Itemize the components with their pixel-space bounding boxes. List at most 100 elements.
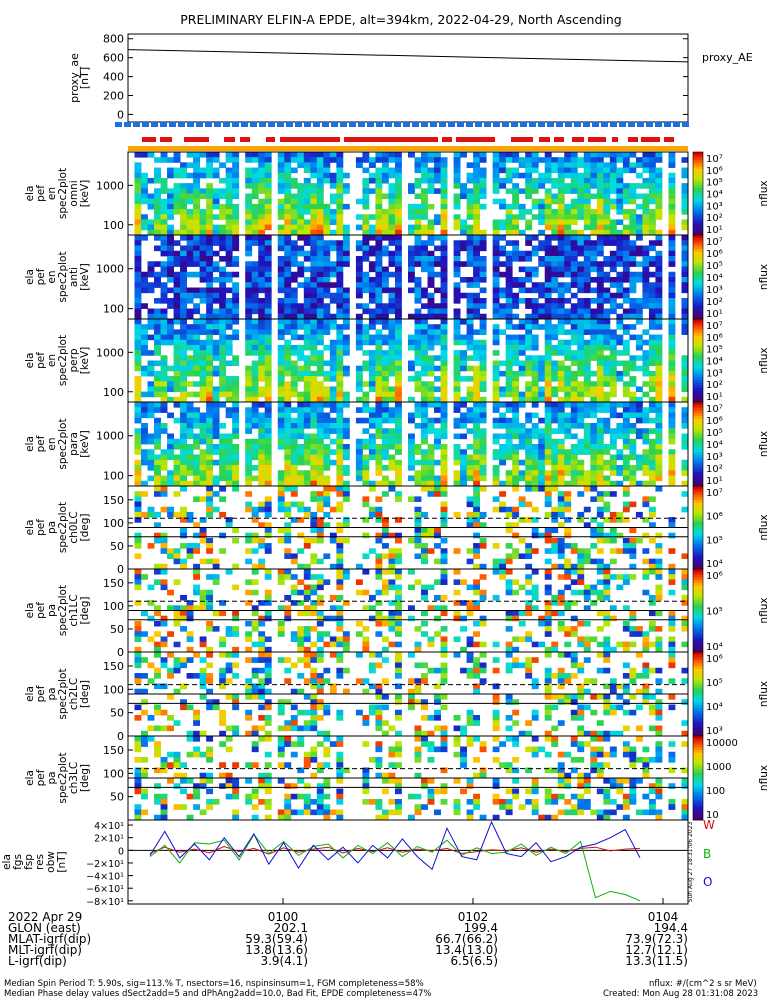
heatmap-cell	[212, 412, 220, 419]
heatmap-cell	[180, 245, 187, 252]
heatmap-cell	[147, 177, 155, 184]
heatmap-cell	[388, 532, 396, 539]
heatmap-cell	[141, 334, 148, 341]
heatmap-cell	[375, 480, 383, 487]
heatmap-cell	[134, 188, 142, 194]
heatmap-cell	[264, 548, 272, 554]
heatmap-cell	[434, 407, 441, 413]
heatmap-cell	[505, 417, 513, 424]
heatmap-cell	[173, 350, 181, 356]
heatmap-cell	[180, 449, 187, 455]
heatmap-cell	[264, 496, 272, 502]
heatmap-cell	[616, 449, 624, 455]
heatmap-cell	[590, 214, 598, 220]
heatmap-cell	[258, 344, 266, 351]
heatmap-cell	[499, 235, 507, 241]
heatmap-cell	[316, 433, 324, 440]
status-segment	[439, 122, 446, 127]
heatmap-cell	[219, 402, 227, 408]
heatmap-cell	[167, 548, 174, 554]
heatmap-cell	[492, 496, 500, 502]
heatmap-cell	[473, 412, 481, 419]
heatmap-cell	[245, 386, 253, 393]
status-segment	[232, 122, 239, 127]
heatmap-cell	[251, 569, 259, 575]
heatmap-cell	[362, 470, 370, 476]
heatmap-cell	[479, 256, 487, 262]
heatmap-cell	[277, 235, 285, 241]
heatmap-cell	[408, 412, 415, 419]
heatmap-cell	[473, 183, 481, 189]
heatmap-cell	[219, 298, 227, 304]
heatmap-cell	[434, 433, 441, 440]
heatmap-cell	[154, 537, 161, 544]
heatmap-cell	[316, 475, 324, 482]
heatmap-cell	[427, 261, 435, 267]
heatmap-cell	[323, 303, 331, 309]
heatmap-cell	[596, 282, 604, 288]
ae-ylabel: [nT]	[78, 67, 91, 89]
heatmap-cell	[199, 287, 207, 294]
heatmap-cell	[342, 319, 350, 325]
heatmap-cell	[596, 506, 604, 513]
heatmap-cell	[512, 339, 520, 346]
heatmap-cell	[499, 491, 507, 497]
heatmap-cell	[525, 548, 533, 554]
heatmap-cell	[316, 298, 324, 304]
heatmap-cell	[212, 558, 220, 565]
heatmap-cell	[375, 511, 383, 518]
heatmap-cell	[681, 313, 689, 320]
heatmap-cell	[251, 444, 259, 450]
heatmap-cell	[421, 287, 428, 294]
heatmap-cell	[577, 553, 585, 560]
heatmap-cell	[544, 350, 552, 356]
heatmap-cell	[512, 428, 520, 434]
heatmap-cell	[603, 491, 611, 497]
heatmap-cell	[251, 548, 259, 554]
heatmap-cell	[570, 162, 578, 168]
heatmap-cell	[342, 433, 350, 440]
heatmap-cell	[479, 313, 487, 320]
heatmap-cell	[622, 360, 630, 367]
heatmap-cell	[277, 501, 285, 508]
heatmap-cell	[173, 282, 181, 288]
heatmap-cell	[590, 261, 598, 267]
panel-ylabel: ela	[24, 520, 36, 536]
heatmap-cell	[375, 157, 383, 163]
heatmap-cell	[505, 527, 513, 534]
heatmap-cell	[225, 224, 233, 231]
heatmap-cell	[134, 626, 142, 632]
heatmap-cell	[310, 203, 318, 210]
heatmap-cell	[316, 152, 324, 158]
heatmap-cell	[154, 319, 161, 325]
heatmap-cell	[167, 209, 174, 215]
heatmap-cell	[440, 444, 448, 450]
heatmap-cell	[160, 287, 168, 294]
colorbar-cell	[693, 182, 703, 186]
heatmap-cell	[434, 313, 441, 320]
heatmap-cell	[199, 381, 207, 387]
heatmap-cell	[531, 167, 539, 174]
heatmap-cell	[199, 224, 207, 231]
heatmap-cell	[668, 203, 676, 210]
heatmap-cell	[232, 433, 240, 440]
heatmap-cell	[206, 412, 214, 419]
heatmap-cell	[186, 615, 194, 622]
heatmap-cell	[499, 303, 507, 309]
heatmap-cell	[186, 172, 194, 179]
heatmap-cell	[505, 360, 513, 367]
heatmap-cell	[473, 491, 481, 497]
heatmap-cell	[394, 313, 402, 320]
status-segment	[572, 137, 584, 142]
heatmap-cell	[603, 365, 611, 372]
heatmap-cell	[551, 334, 559, 341]
heatmap-cell	[290, 198, 298, 205]
heatmap-cell	[375, 365, 383, 372]
heatmap-cell	[648, 563, 656, 570]
heatmap-cell	[193, 256, 201, 262]
heatmap-cell	[225, 334, 233, 341]
heatmap-cell	[499, 506, 507, 513]
heatmap-cell	[180, 506, 187, 513]
heatmap-cell	[264, 402, 272, 408]
heatmap-cell	[329, 183, 337, 189]
